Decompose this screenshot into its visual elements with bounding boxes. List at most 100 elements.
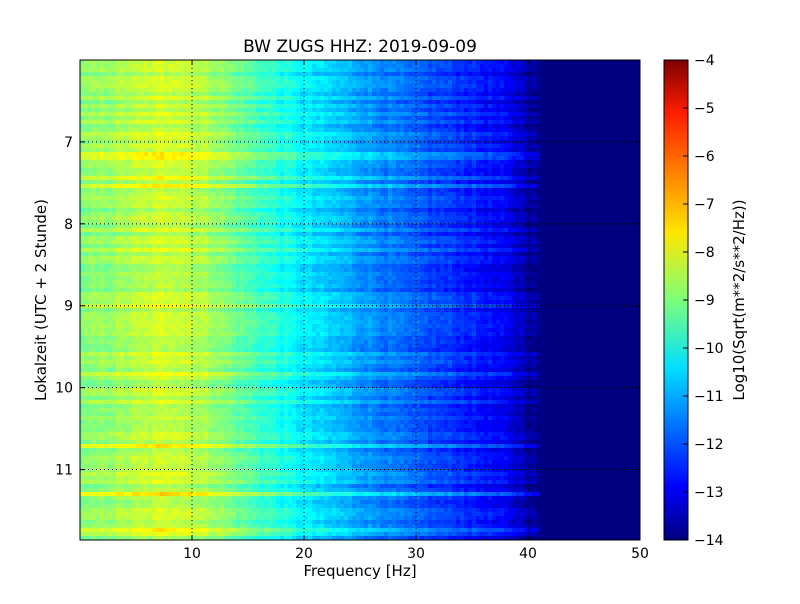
heatmap-cell: [620, 196, 625, 201]
heatmap-cell: [108, 140, 113, 145]
heatmap-cell: [440, 136, 445, 141]
heatmap-cell: [448, 164, 453, 169]
heatmap-cell: [508, 60, 513, 65]
heatmap-cell: [256, 140, 261, 145]
heatmap-cell: [272, 160, 277, 165]
heatmap-cell: [596, 140, 601, 145]
heatmap-cell: [144, 80, 149, 85]
heatmap-cell: [308, 76, 313, 81]
heatmap-cell: [448, 84, 453, 89]
heatmap-cell: [180, 104, 185, 109]
heatmap-cell: [624, 160, 629, 165]
heatmap-cell: [240, 164, 245, 169]
heatmap-cell: [256, 124, 261, 129]
heatmap-cell: [280, 156, 285, 161]
heatmap-cell: [248, 72, 253, 77]
heatmap-cell: [636, 132, 640, 137]
heatmap-cell: [620, 172, 625, 177]
heatmap-cell: [332, 60, 337, 65]
heatmap-cell: [184, 92, 189, 97]
heatmap-cell: [540, 88, 545, 93]
heatmap-cell: [544, 180, 549, 185]
heatmap-cell: [200, 80, 205, 85]
heatmap-cell: [596, 68, 601, 73]
heatmap-cell: [124, 60, 129, 65]
heatmap-cell: [224, 112, 229, 117]
heatmap-cell: [532, 84, 537, 89]
heatmap-cell: [624, 136, 629, 141]
heatmap-cell: [120, 120, 125, 125]
heatmap-cell: [324, 108, 329, 113]
heatmap-cell: [632, 128, 637, 133]
heatmap-cell: [164, 164, 169, 169]
heatmap-cell: [236, 68, 241, 73]
heatmap-cell: [336, 124, 341, 129]
heatmap-cell: [236, 176, 241, 181]
heatmap-cell: [568, 172, 573, 177]
heatmap-cell: [312, 188, 317, 193]
heatmap-cell: [432, 160, 437, 165]
heatmap-cell: [312, 112, 317, 117]
heatmap-cell: [204, 176, 209, 181]
heatmap-cell: [408, 172, 413, 177]
heatmap-cell: [340, 92, 345, 97]
heatmap-cell: [440, 60, 445, 65]
heatmap-cell: [376, 192, 381, 197]
heatmap-cell: [188, 68, 193, 73]
heatmap-cell: [408, 132, 413, 137]
heatmap-cell: [620, 116, 625, 121]
heatmap-cell: [80, 164, 85, 169]
heatmap-cell: [336, 136, 341, 141]
heatmap-cell: [632, 156, 637, 161]
heatmap-cell: [432, 96, 437, 101]
heatmap-cell: [192, 108, 197, 113]
heatmap-cell: [312, 76, 317, 81]
heatmap-cell: [540, 172, 545, 177]
heatmap-cell: [492, 180, 497, 185]
heatmap-cell: [220, 180, 225, 185]
heatmap-cell: [320, 132, 325, 137]
heatmap-cell: [608, 180, 613, 185]
heatmap-cell: [212, 76, 217, 81]
heatmap-cell: [324, 160, 329, 165]
heatmap-cell: [616, 164, 621, 169]
heatmap-cell: [260, 80, 265, 85]
heatmap-cell: [596, 64, 601, 69]
heatmap-cell: [468, 92, 473, 97]
heatmap-cell: [596, 112, 601, 117]
heatmap-cell: [308, 192, 313, 197]
heatmap-cell: [344, 60, 349, 65]
heatmap-cell: [132, 88, 137, 93]
heatmap-cell: [560, 128, 565, 133]
heatmap-cell: [452, 192, 457, 197]
heatmap-cell: [588, 120, 593, 125]
heatmap-cell: [476, 140, 481, 145]
heatmap-cell: [152, 84, 157, 89]
heatmap-cell: [88, 168, 93, 173]
heatmap-cell: [256, 200, 261, 205]
heatmap-cell: [392, 184, 397, 189]
heatmap-cell: [208, 108, 213, 113]
heatmap-cell: [580, 148, 585, 153]
heatmap-cell: [452, 108, 457, 113]
heatmap-cell: [220, 108, 225, 113]
heatmap-cell: [608, 96, 613, 101]
heatmap-cell: [416, 120, 421, 125]
heatmap-cell: [268, 84, 273, 89]
heatmap-cell: [124, 124, 129, 129]
heatmap-cell: [564, 68, 569, 73]
heatmap-cell: [528, 152, 533, 157]
heatmap-cell: [276, 108, 281, 113]
heatmap-cell: [200, 180, 205, 185]
heatmap-cell: [552, 192, 557, 197]
heatmap-cell: [476, 168, 481, 173]
heatmap-cell: [624, 100, 629, 105]
heatmap-cell: [312, 108, 317, 113]
heatmap-cell: [164, 88, 169, 93]
heatmap-cell: [464, 60, 469, 65]
heatmap-cell: [168, 144, 173, 149]
heatmap-cell: [316, 120, 321, 125]
heatmap-cell: [156, 112, 161, 117]
heatmap-cell: [208, 168, 213, 173]
heatmap-cell: [352, 68, 357, 73]
